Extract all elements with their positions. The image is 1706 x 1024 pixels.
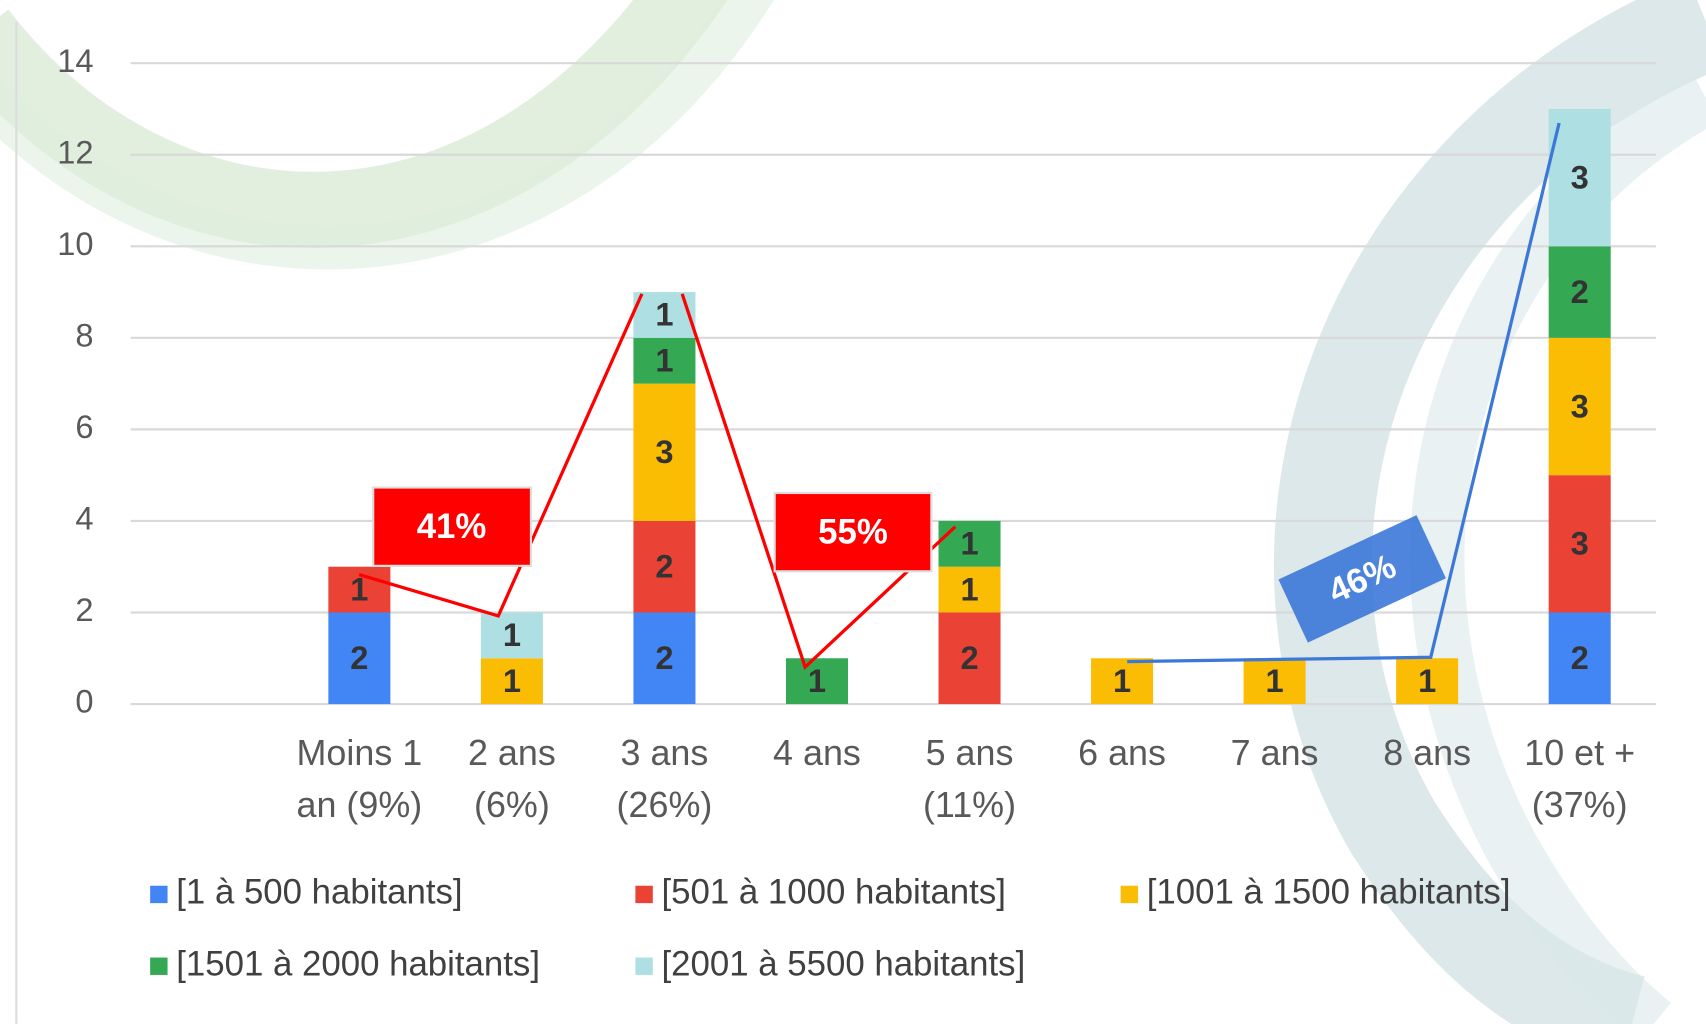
value-label: 1	[655, 296, 673, 333]
x-tick-label-box: 10 et + (37%)	[1498, 727, 1661, 847]
value-label: 2	[1571, 273, 1589, 310]
x-tick-label: 10 et + (37%)	[1498, 727, 1661, 831]
value-label: 2	[960, 639, 978, 676]
y-tick-label: 2	[75, 591, 93, 628]
annotation-text: 55%	[818, 513, 888, 552]
value-label: 1	[1113, 662, 1131, 699]
value-label: 2	[655, 639, 673, 676]
legend-label: [1001 à 1500 habitants]	[1147, 873, 1511, 912]
y-tick-label: 0	[75, 683, 93, 720]
legend-swatch	[1121, 886, 1138, 903]
value-label: 1	[1266, 662, 1284, 699]
value-label: 1	[503, 662, 521, 699]
x-tick-label-box: 2 ans (6%)	[430, 727, 593, 847]
x-tick-label-box: 3 ans (26%)	[583, 727, 746, 847]
x-tick-label-box: Moins 1 an (9%)	[278, 727, 441, 847]
annotation-41: 41%	[373, 488, 531, 566]
legend-swatch	[150, 958, 167, 975]
legend-swatch	[635, 958, 652, 975]
value-label: 3	[1571, 525, 1589, 562]
value-label: 1	[655, 342, 673, 379]
value-label: 3	[1571, 158, 1589, 195]
x-tick-label: 2 ans (6%)	[430, 727, 593, 831]
x-tick-label: 6 ans	[1040, 727, 1203, 779]
x-tick-label: 3 ans (26%)	[583, 727, 746, 831]
y-tick-label: 8	[75, 316, 93, 353]
y-tick-label: 12	[57, 133, 93, 170]
x-tick-label: 4 ans	[735, 727, 898, 779]
x-tick-label: 5 ans (11%)	[888, 727, 1051, 831]
value-label: 1	[808, 662, 826, 699]
legend-label: [501 à 1000 habitants]	[662, 873, 1006, 912]
value-label: 1	[1418, 662, 1436, 699]
value-label: 2	[1571, 639, 1589, 676]
x-tick-label: Moins 1 an (9%)	[278, 727, 441, 831]
y-tick-label: 6	[75, 408, 93, 445]
x-tick-label-box: 8 ans	[1346, 727, 1509, 847]
value-label: 2	[655, 548, 673, 585]
x-tick-label-box: 5 ans (11%)	[888, 727, 1051, 847]
value-label: 1	[960, 570, 978, 607]
x-tick-label: 8 ans	[1346, 727, 1509, 779]
annotation-55: 55%	[775, 493, 932, 571]
y-tick-label: 10	[57, 225, 93, 262]
x-tick-label-box: 6 ans	[1040, 727, 1203, 847]
x-tick-label: 7 ans	[1193, 727, 1356, 779]
legend-label: [2001 à 5500 habitants]	[662, 944, 1026, 983]
value-label: 1	[503, 616, 521, 653]
value-label: 3	[1571, 387, 1589, 424]
annotation-text: 41%	[417, 507, 487, 546]
y-tick-label: 4	[75, 500, 93, 537]
legend: [1 à 500 habitants] [501 à 1000 habitants…	[150, 873, 1510, 984]
legend-label: [1501 à 2000 habitants]	[176, 944, 540, 983]
legend-label: [1 à 500 habitants]	[176, 873, 462, 912]
x-tick-label-box: 7 ans	[1193, 727, 1356, 847]
legend-swatch	[635, 886, 652, 903]
value-label: 1	[960, 525, 978, 562]
value-label: 3	[655, 433, 673, 470]
x-tick-label-box: 4 ans	[735, 727, 898, 847]
value-label: 2	[350, 639, 368, 676]
legend-swatch	[150, 886, 167, 903]
y-tick-label: 14	[57, 42, 93, 79]
chart: 02468101214 Moins 1 an (9%)212 ans (6%)1…	[0, 0, 1706, 1024]
